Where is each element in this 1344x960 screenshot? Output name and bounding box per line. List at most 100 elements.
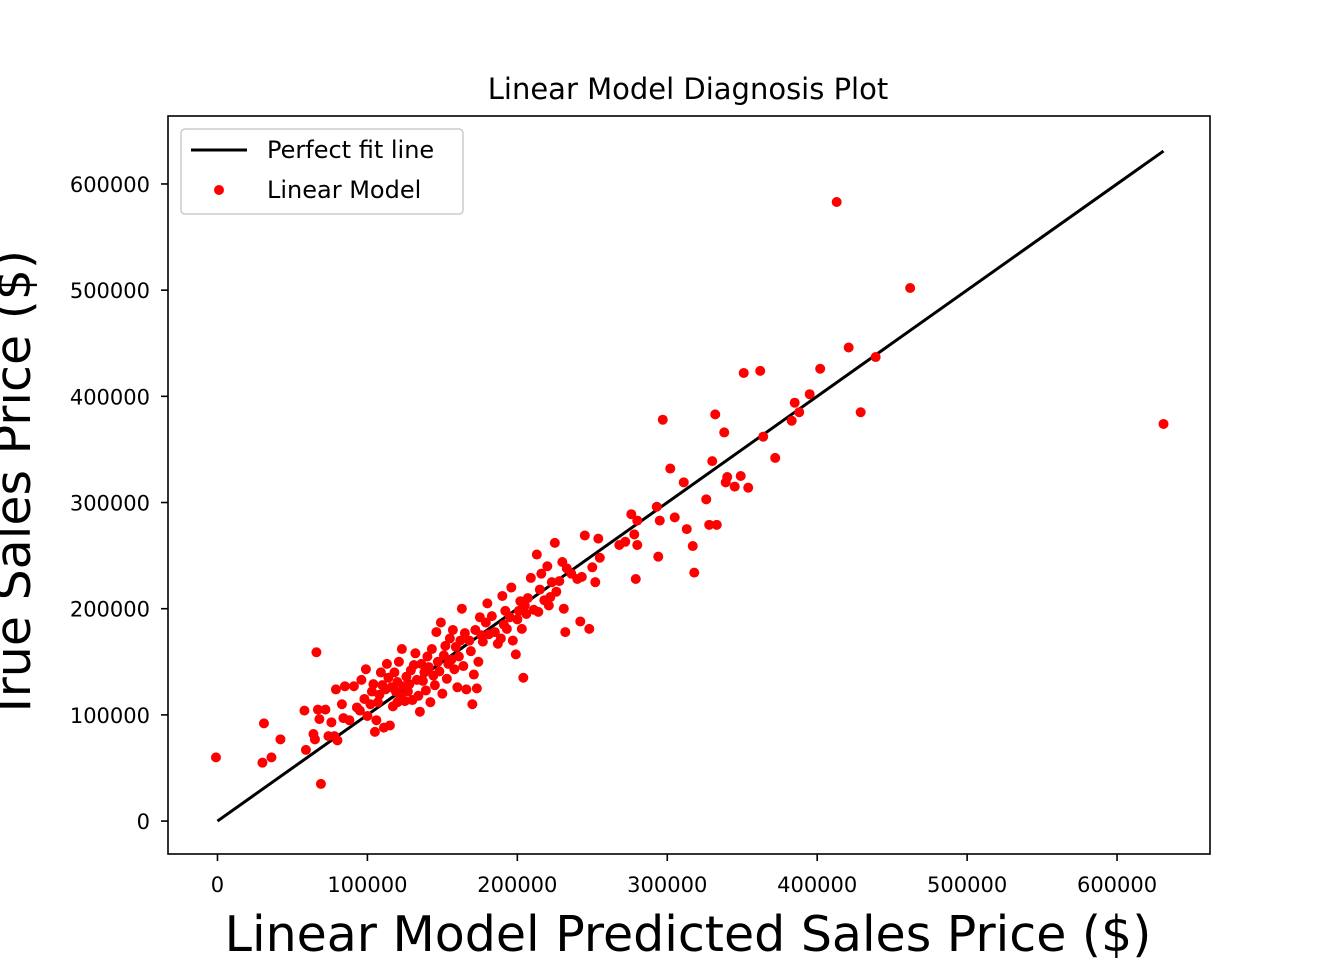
legend-label-perfect-fit-line: Perfect fit line [267, 136, 434, 164]
data-point [444, 633, 455, 644]
data-point [620, 536, 631, 547]
data-point [354, 705, 365, 716]
data-point [804, 389, 815, 400]
data-point [855, 407, 866, 418]
perfect-fit-line [216, 149, 1165, 823]
data-point [669, 512, 680, 523]
data-point [482, 598, 493, 609]
legend-label-linear-model: Linear Model [267, 176, 421, 204]
x-tick-label: 300000 [627, 873, 707, 897]
data-point [420, 685, 431, 696]
data-point [681, 524, 692, 535]
data-point [339, 681, 350, 692]
data-point [576, 571, 587, 582]
data-point [473, 656, 484, 667]
data-point [425, 697, 436, 708]
data-point [486, 611, 497, 622]
data-point [653, 551, 664, 562]
data-point [408, 659, 419, 670]
data-point [399, 696, 410, 707]
data-point [522, 593, 533, 604]
data-point [416, 658, 427, 669]
data-point [560, 627, 571, 638]
data-point [300, 744, 311, 755]
data-point [467, 699, 478, 710]
data-point [575, 616, 586, 627]
x-tick-label: 200000 [477, 873, 557, 897]
data-point [687, 541, 698, 552]
data-point [365, 699, 376, 710]
data-point [315, 778, 326, 789]
x-axis: 0 100000 200000 300000 400000 500000 600000 [211, 854, 1157, 897]
data-point [704, 519, 715, 530]
data-point [558, 603, 569, 614]
plot-frame [167, 115, 1211, 855]
data-point [710, 409, 721, 420]
data-point [707, 456, 718, 467]
data-point [404, 679, 415, 690]
data-point [309, 734, 320, 745]
data-point [275, 734, 286, 745]
data-point [258, 718, 269, 729]
data-point [843, 342, 854, 353]
data-point [689, 567, 700, 578]
data-point [438, 650, 449, 661]
data-point [381, 658, 392, 669]
data-point [593, 533, 604, 544]
data-point [368, 679, 379, 690]
chart-title: Linear Model Diagnosis Plot [488, 72, 888, 106]
data-point [533, 606, 544, 617]
data-point [632, 515, 643, 526]
data-point [729, 481, 740, 492]
data-point [437, 688, 448, 699]
data-point [551, 586, 562, 597]
data-point [678, 477, 689, 488]
data-point [516, 623, 527, 634]
data-point [665, 463, 676, 474]
data-point [423, 662, 434, 673]
data-point [632, 539, 643, 550]
y-tick-label: 100000 [70, 704, 150, 728]
data-point [410, 648, 421, 659]
data-point [701, 494, 712, 505]
data-point [402, 686, 413, 697]
data-point [422, 651, 433, 662]
data-point [831, 197, 842, 208]
data-point [471, 683, 482, 694]
data-point [518, 672, 529, 683]
data-point [435, 617, 446, 628]
data-point [369, 726, 380, 737]
data-point [815, 363, 826, 374]
data-point [210, 752, 221, 763]
data-point [497, 590, 508, 601]
data-point [590, 577, 601, 588]
data-point [459, 628, 470, 639]
data-point [455, 635, 466, 646]
x-tick-label: 100000 [327, 873, 407, 897]
data-point [348, 681, 359, 692]
data-point [531, 549, 542, 560]
x-tick-label: 500000 [927, 873, 1007, 897]
data-point [446, 654, 457, 665]
legend: Perfect fit line Linear Model [180, 128, 464, 215]
data-point [344, 715, 355, 726]
data-point [266, 752, 277, 763]
data-point [504, 612, 515, 623]
data-point [312, 704, 323, 715]
data-point [543, 600, 554, 611]
data-point [360, 664, 371, 675]
data-point [366, 686, 377, 697]
data-point [1158, 418, 1169, 429]
data-point [440, 640, 451, 651]
data-point [584, 623, 595, 634]
data-point [594, 552, 605, 563]
data-point [507, 635, 518, 646]
data-point [461, 684, 472, 695]
data-point [332, 735, 343, 746]
data-point [384, 720, 395, 731]
data-point [755, 365, 766, 376]
data-point [501, 623, 512, 634]
data-point [542, 561, 553, 572]
data-point [413, 690, 424, 701]
